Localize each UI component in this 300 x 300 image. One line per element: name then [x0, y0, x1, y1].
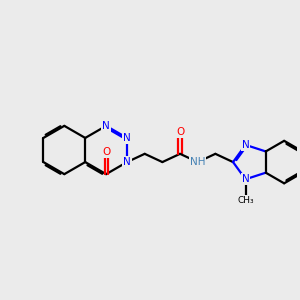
Text: N: N [242, 174, 249, 184]
Text: O: O [102, 147, 110, 157]
Text: N: N [123, 133, 131, 143]
Text: N: N [102, 121, 110, 131]
Text: CH₃: CH₃ [237, 196, 254, 205]
Text: O: O [176, 127, 184, 137]
Text: N: N [242, 140, 249, 150]
Text: N: N [123, 157, 131, 167]
Text: NH: NH [190, 157, 206, 167]
